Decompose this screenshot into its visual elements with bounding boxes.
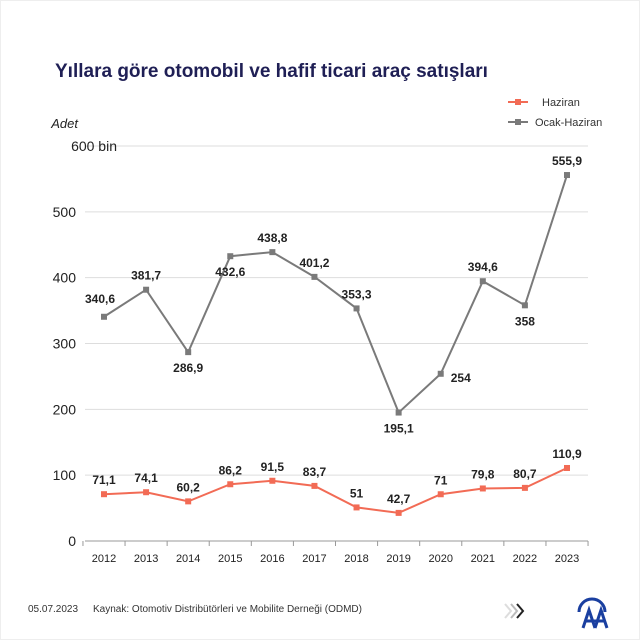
legend-label: Haziran	[542, 97, 580, 109]
footer-source: Kaynak: Otomotiv Distribütörleri ve Mobi…	[93, 604, 362, 615]
data-label: 195,1	[384, 422, 414, 436]
data-label: 91,5	[261, 460, 285, 474]
x-tick-label: 2017	[302, 553, 326, 565]
data-point	[101, 313, 107, 320]
data-label: 438,8	[257, 231, 287, 245]
data-label: 80,7	[513, 467, 537, 481]
y-tick-label: 600 bin	[71, 138, 117, 154]
data-label: 286,9	[173, 361, 203, 375]
data-point	[311, 482, 318, 489]
data-point	[564, 464, 570, 471]
data-label: 86,2	[219, 463, 243, 477]
data-point	[269, 249, 276, 256]
x-tick-label: 2015	[218, 553, 242, 565]
data-label: 358	[515, 314, 535, 328]
data-label: 110,9	[552, 447, 582, 461]
x-tick-label: 2020	[428, 553, 452, 565]
data-label: 394,6	[468, 260, 498, 274]
data-point	[521, 484, 528, 491]
data-point	[353, 504, 360, 511]
chart-title: Yıllara göre otomobil ve hafif ticari ar…	[55, 61, 488, 82]
data-point	[185, 349, 192, 356]
data-point	[395, 509, 402, 516]
data-point	[311, 273, 318, 280]
x-tick-label: 2013	[134, 553, 158, 565]
legend-marker	[515, 99, 521, 105]
data-point	[185, 498, 192, 505]
data-label: 71	[434, 473, 448, 487]
data-point	[227, 253, 234, 260]
data-label: 254	[451, 371, 471, 385]
data-label: 74,1	[134, 471, 158, 485]
y-tick-label: 500	[53, 204, 77, 220]
data-label: 555,9	[552, 154, 582, 168]
data-point	[521, 302, 528, 309]
legend-marker	[515, 119, 521, 125]
y-tick-label: 300	[53, 336, 77, 352]
y-tick-label: 100	[53, 467, 77, 483]
data-point	[143, 286, 150, 293]
data-point	[564, 172, 570, 179]
x-tick-label: 2019	[386, 553, 410, 565]
data-point	[269, 477, 276, 484]
data-point	[395, 409, 402, 416]
data-label: 71,1	[92, 473, 116, 487]
data-label: 340,6	[85, 292, 115, 306]
data-point	[227, 481, 234, 488]
x-tick-label: 2021	[471, 553, 495, 565]
x-tick-label: 2012	[92, 553, 116, 565]
data-label: 51	[350, 486, 364, 500]
data-point	[479, 278, 486, 285]
y-tick-label: 400	[53, 270, 77, 286]
data-point	[437, 370, 444, 377]
data-point	[353, 305, 360, 312]
data-label: 42,7	[387, 492, 411, 506]
data-label: 79,8	[471, 467, 495, 481]
data-label: 353,3	[342, 287, 372, 301]
y-tick-label: 200	[53, 401, 77, 417]
data-label: 432,6	[215, 265, 245, 279]
data-label: 83,7	[303, 465, 327, 479]
x-tick-label: 2016	[260, 553, 284, 565]
data-point	[101, 491, 107, 498]
data-label: 60,2	[177, 480, 201, 494]
data-point	[143, 489, 150, 496]
x-tick-label: 2023	[555, 553, 579, 565]
x-tick-label: 2014	[176, 553, 200, 565]
series-line-Ocak-Haziran	[103, 174, 568, 415]
y-tick-label: 0	[68, 533, 76, 549]
y-axis-label: Adet	[50, 116, 79, 131]
data-point	[437, 491, 444, 498]
data-label: 381,7	[131, 269, 161, 283]
x-tick-label: 2022	[513, 553, 537, 565]
series-line-Haziran	[103, 467, 568, 514]
data-point	[479, 485, 486, 492]
legend-label: Ocak-Haziran	[535, 117, 602, 129]
data-label: 401,2	[299, 256, 329, 270]
x-tick-label: 2018	[344, 553, 368, 565]
footer-date: 05.07.2023	[28, 604, 79, 615]
